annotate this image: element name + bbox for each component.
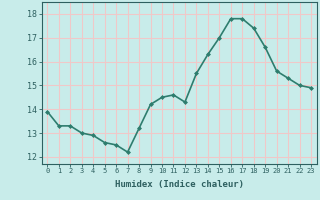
X-axis label: Humidex (Indice chaleur): Humidex (Indice chaleur) (115, 180, 244, 189)
